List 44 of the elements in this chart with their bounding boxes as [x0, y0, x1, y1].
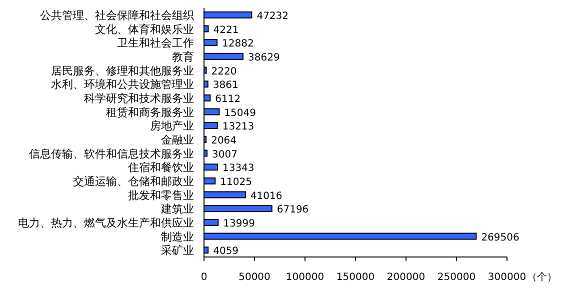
data-label: 13999 — [223, 218, 255, 230]
x-tick-label: 50000 — [238, 272, 270, 283]
data-label: 2220 — [211, 66, 237, 78]
data-label: 12882 — [222, 38, 254, 50]
x-tick-label: 250000 — [437, 272, 476, 283]
data-label: 2064 — [211, 135, 237, 146]
data-label: 13213 — [222, 122, 254, 133]
data-label: 15049 — [224, 108, 256, 119]
x-tick-label: 100000 — [286, 272, 324, 283]
y-tick-label: 批发和零售业 — [128, 188, 194, 202]
y-tick-label: 建筑业 — [160, 202, 194, 216]
y-tick-label: 制造业 — [161, 230, 194, 244]
y-tick-label: 文化、体育和娱乐业 — [95, 22, 194, 36]
data-label: 13343 — [222, 163, 254, 174]
x-tick-label: 150000 — [336, 272, 375, 283]
data-label: 3007 — [212, 149, 238, 160]
y-tick-label: 信息传输、软件和信息技术服务业 — [29, 147, 194, 160]
x-tick-label: 300000 — [488, 272, 526, 283]
y-tick-label: 金融业 — [161, 133, 194, 146]
x-tick-label: 0 — [200, 272, 208, 283]
y-tick-label: 采矿业 — [161, 244, 194, 258]
y-tick-label: 公共管理、社会保障和社会组织 — [40, 8, 194, 22]
y-tick-label: 卫生和社会工作 — [117, 36, 194, 50]
data-label: 3861 — [212, 80, 238, 92]
data-label: 11025 — [220, 176, 252, 188]
data-label: 4221 — [213, 24, 239, 36]
data-label: 67196 — [276, 204, 309, 216]
data-label: 6112 — [215, 94, 241, 105]
data-label: 38629 — [248, 52, 280, 64]
y-tick-label: 水利、环境和公共设施管理业 — [51, 78, 194, 92]
y-tick-label: 教育 — [172, 50, 194, 64]
y-tick-label: 电力、热力、燃气及水生产和供应业 — [18, 216, 194, 230]
y-tick-label: 居民服务、修理和其他服务业 — [51, 64, 194, 78]
data-label: 47232 — [256, 10, 289, 22]
x-tick-label: 200000 — [386, 272, 426, 283]
x-axis-title: （个） — [527, 271, 557, 283]
data-label: 269506 — [481, 232, 520, 244]
y-tick-label: 租赁和商务服务业 — [106, 106, 194, 119]
data-label: 41016 — [250, 190, 282, 202]
y-tick-label: 交通运输、仓储和邮政业 — [73, 174, 194, 188]
data-label: 4059 — [213, 246, 239, 258]
y-tick-label: 房地产业 — [150, 120, 194, 133]
y-tick-label: 科学研究和技术服务业 — [84, 92, 194, 105]
y-tick-label: 住宿和餐饮业 — [128, 161, 194, 174]
